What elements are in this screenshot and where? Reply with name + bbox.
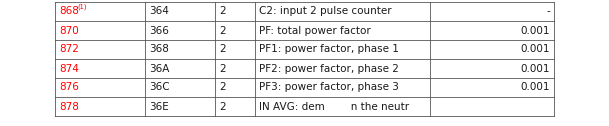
- Text: IN AVG: dem        n the neutr: IN AVG: dem n the neutr: [259, 102, 409, 112]
- Text: 368: 368: [149, 44, 169, 55]
- Text: 36A: 36A: [149, 64, 169, 73]
- Text: 0.001: 0.001: [521, 25, 550, 36]
- Text: 2: 2: [219, 44, 225, 55]
- Text: 868: 868: [59, 7, 79, 17]
- Text: C2: input 2 pulse counter: C2: input 2 pulse counter: [259, 7, 392, 17]
- Text: 364: 364: [149, 7, 169, 17]
- Text: 36E: 36E: [149, 102, 169, 112]
- Text: 36C: 36C: [149, 83, 170, 92]
- Text: (1): (1): [77, 4, 86, 10]
- Text: 0.001: 0.001: [521, 83, 550, 92]
- Text: 870: 870: [59, 25, 79, 36]
- Text: PF1: power factor, phase 1: PF1: power factor, phase 1: [259, 44, 399, 55]
- Text: -: -: [546, 7, 550, 17]
- Text: 874: 874: [59, 64, 79, 73]
- Text: 2: 2: [219, 7, 225, 17]
- Text: 2: 2: [219, 83, 225, 92]
- Text: 2: 2: [219, 25, 225, 36]
- Text: PF3: power factor, phase 3: PF3: power factor, phase 3: [259, 83, 399, 92]
- Text: 366: 366: [149, 25, 169, 36]
- Text: 0.001: 0.001: [521, 44, 550, 55]
- Text: PF2: power factor, phase 2: PF2: power factor, phase 2: [259, 64, 399, 73]
- Text: 2: 2: [219, 102, 225, 112]
- Text: 0.001: 0.001: [521, 64, 550, 73]
- Text: PF: total power factor: PF: total power factor: [259, 25, 371, 36]
- Text: 2: 2: [219, 64, 225, 73]
- Text: 878: 878: [59, 102, 79, 112]
- Text: 876: 876: [59, 83, 79, 92]
- Text: 872: 872: [59, 44, 79, 55]
